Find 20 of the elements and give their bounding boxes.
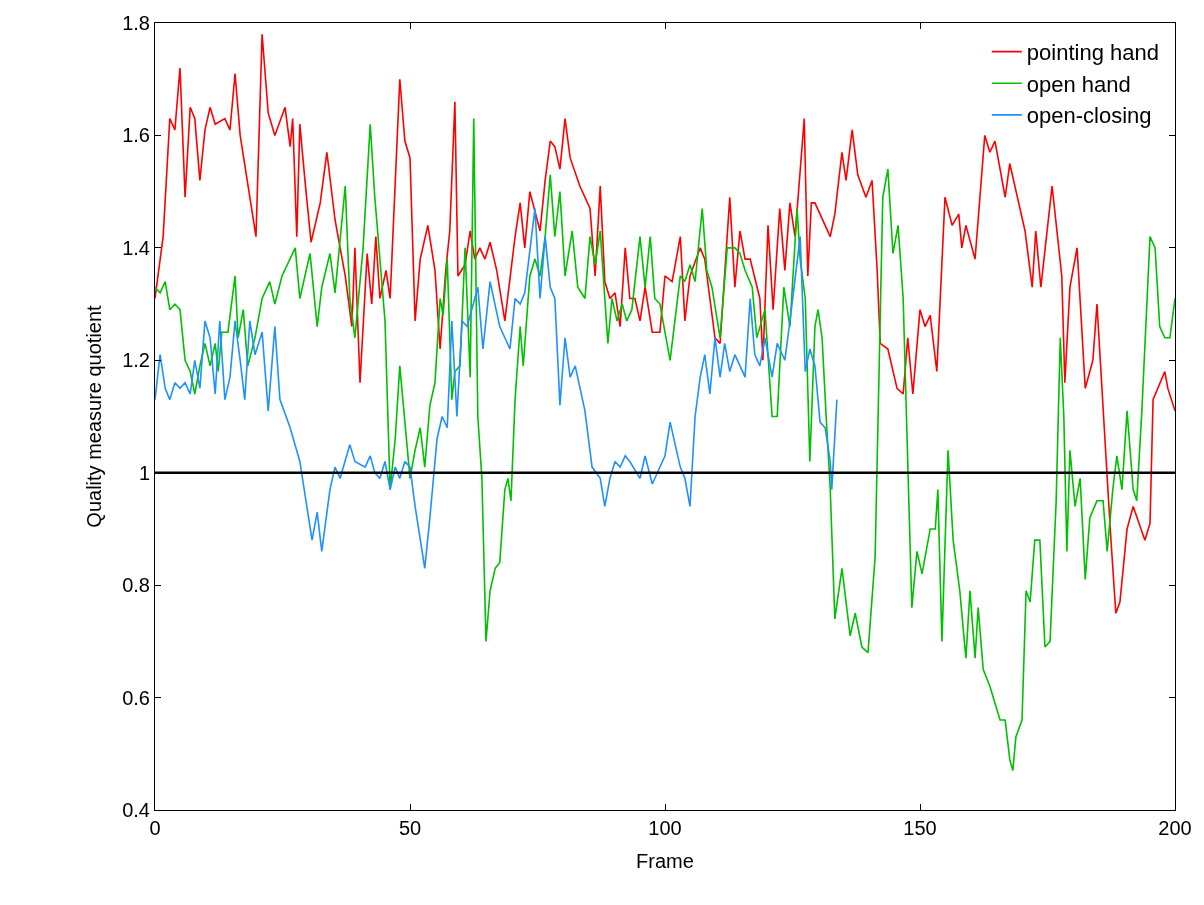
y-tick-label: 1	[138, 461, 150, 484]
y-tick-label: 1.2	[122, 349, 150, 372]
x-tick-label: 100	[648, 817, 682, 839]
x-tick-label: 200	[1158, 817, 1192, 839]
x-tick-label: 0	[149, 817, 161, 839]
line-series	[155, 33, 1175, 615]
legend-label: open-closing	[1026, 103, 1152, 129]
legend-label: open hand	[1026, 71, 1131, 97]
y-tick-label: 0.8	[122, 574, 150, 597]
y-tick-label: 1.6	[122, 124, 150, 147]
y-tick-label: 0.6	[122, 686, 150, 709]
y-tick-label: 1.8	[122, 12, 150, 34]
legend-label: pointing hand	[1026, 40, 1159, 66]
x-tick-label: 50	[398, 817, 422, 839]
y-tick-label: 0.4	[122, 799, 150, 821]
x-axis-title: Frame	[636, 849, 694, 872]
line-series	[155, 207, 838, 570]
y-tick-label: 1.4	[122, 236, 150, 259]
y-axis-title: Quality measure quotient	[82, 304, 105, 528]
x-tick-label: 150	[903, 817, 937, 839]
